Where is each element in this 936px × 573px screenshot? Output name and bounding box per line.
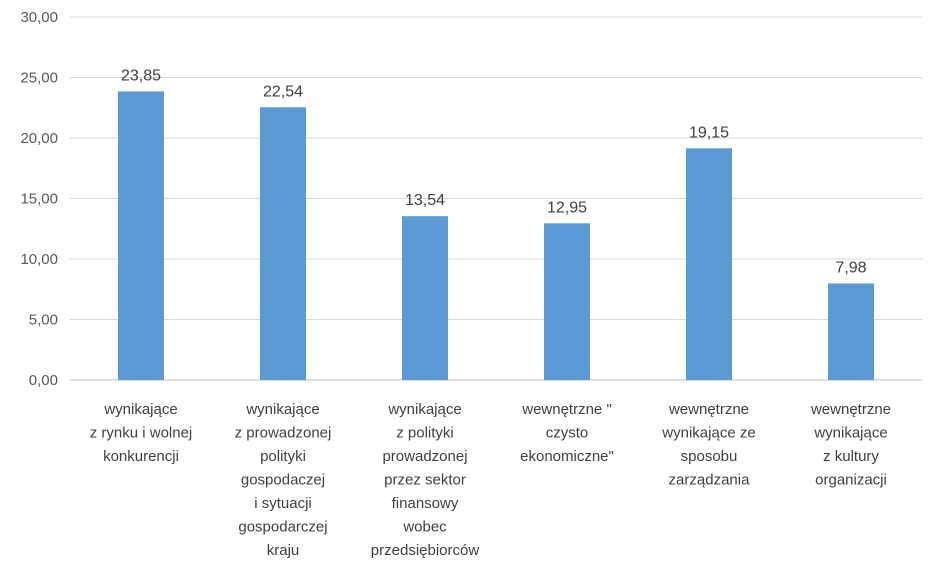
y-tick-label: 25,00	[20, 70, 58, 87]
category-label: wewnętrzne wynikające ze sposobu zarządzani…	[661, 401, 755, 489]
bar	[686, 148, 732, 380]
category-label: wynikające z polityki prowadzonej przez sek…	[371, 401, 480, 559]
y-tick-label: 5,00	[29, 312, 58, 329]
category-label: wewnętrzne " czysto ekonomiczne"	[520, 401, 614, 465]
y-tick-label: 10,00	[20, 251, 58, 268]
data-label: 13,54	[405, 192, 445, 209]
category-label: wynikające z rynku i wolnej konkurencji	[90, 401, 193, 465]
bar	[402, 216, 448, 380]
category-labels: wynikające z rynku i wolnej konkurencji wyn…	[90, 401, 891, 559]
bars	[118, 91, 874, 381]
data-label: 7,98	[835, 259, 866, 276]
data-label: 22,54	[263, 83, 303, 100]
y-tick-label: 15,00	[20, 191, 58, 208]
y-tick-label: 30,00	[20, 9, 58, 26]
category-label: wewnętrzne wynikające z kultury organizacji	[810, 401, 891, 489]
bar	[118, 91, 164, 380]
category-label: wynikające z prowadzonej polityki gospodacz…	[235, 401, 332, 559]
gridlines	[70, 16, 922, 381]
y-tick-label: 0,00	[29, 372, 58, 389]
data-label: 19,15	[689, 124, 729, 141]
data-labels: 23,85 22,54 13,54 12,95 19,15 7,98	[121, 67, 867, 276]
bar	[828, 283, 874, 380]
data-label: 23,85	[121, 67, 161, 84]
data-label: 12,95	[547, 199, 587, 216]
bar	[544, 223, 590, 380]
bar	[260, 107, 306, 381]
y-tick-label: 20,00	[20, 130, 58, 147]
y-axis-tick-labels: 0,00 5,00 10,00 15,00 20,00 25,00 30,00	[20, 9, 58, 389]
